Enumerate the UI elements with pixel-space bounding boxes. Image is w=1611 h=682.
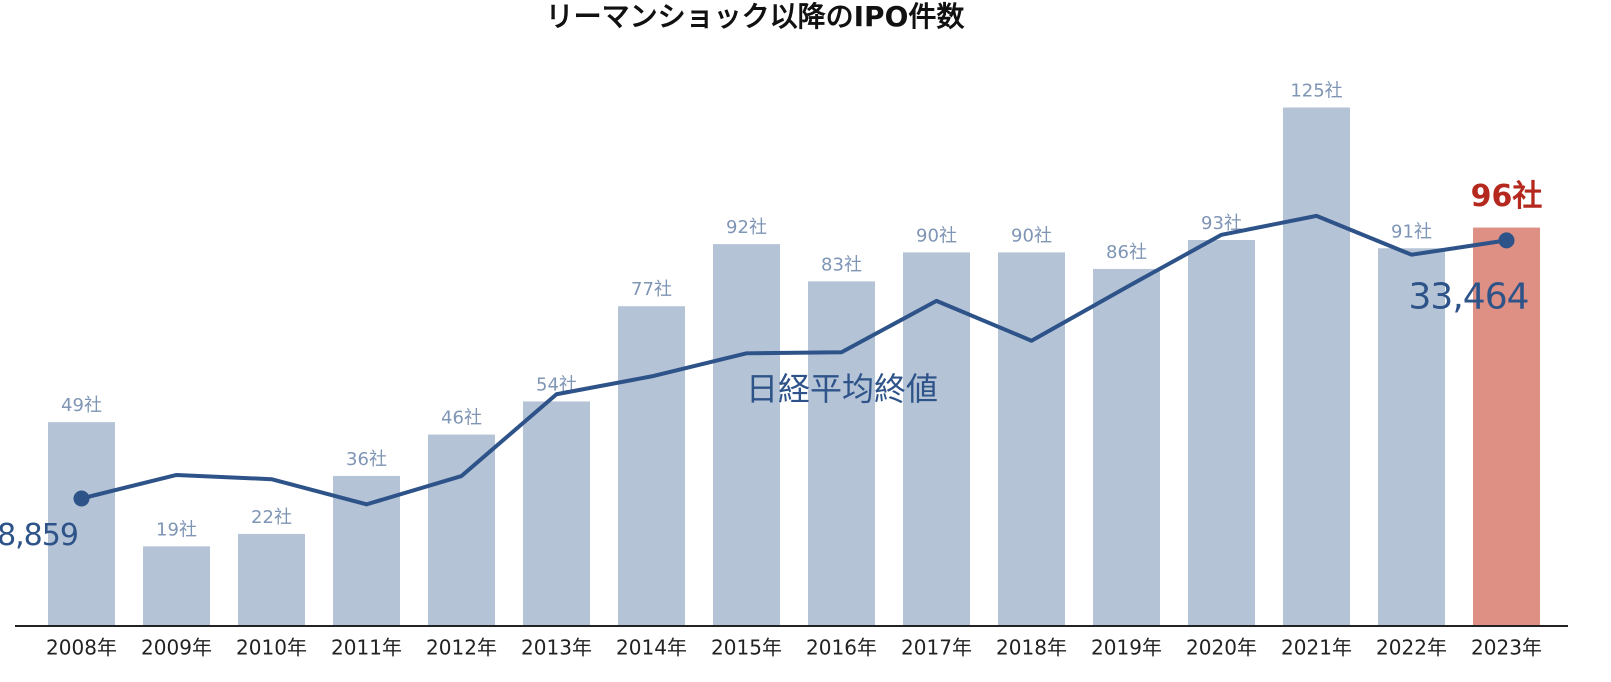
line-value-label: 8,859 xyxy=(0,518,78,553)
x-tick-label: 2017年 xyxy=(901,636,972,660)
bar-value-label: 83社 xyxy=(821,254,862,275)
bar-value-label: 49社 xyxy=(61,395,102,416)
x-tick-label: 2009年 xyxy=(141,636,212,660)
x-tick-label: 2010年 xyxy=(236,636,307,660)
bar xyxy=(48,422,115,625)
x-tick-label: 2011年 xyxy=(331,636,402,660)
bar xyxy=(618,306,685,625)
x-tick-label: 2016年 xyxy=(806,636,877,660)
bar xyxy=(903,252,970,625)
x-tick-label: 2015年 xyxy=(711,636,782,660)
x-tick-label: 2008年 xyxy=(46,636,117,660)
bar-value-label: 90社 xyxy=(1011,225,1052,246)
line xyxy=(81,213,1507,507)
line-marker xyxy=(73,490,90,507)
bar xyxy=(1188,239,1255,626)
bar-value-label: 86社 xyxy=(1106,242,1147,263)
bar-value-label: 125社 xyxy=(1290,81,1342,102)
bar xyxy=(998,252,1065,625)
bar-value-label: 92社 xyxy=(726,217,767,238)
x-tick-label: 2012年 xyxy=(426,636,497,660)
x-tick-label: 2013年 xyxy=(521,636,592,660)
x-tick-label: 2021年 xyxy=(1281,636,1352,660)
bar xyxy=(1093,268,1160,625)
bar xyxy=(428,434,495,625)
x-tick-label: 2019年 xyxy=(1091,636,1162,660)
line-value-label: 33,464 xyxy=(1409,276,1529,317)
bar xyxy=(1283,107,1350,625)
bar xyxy=(238,533,305,625)
bar-value-label: 46社 xyxy=(441,408,482,429)
bar xyxy=(808,281,875,625)
x-tick-label: 2014年 xyxy=(616,636,687,660)
x-tick-label: 2018年 xyxy=(996,636,1067,660)
bar-value-label: 36社 xyxy=(346,449,387,470)
bar-value-label: 19社 xyxy=(156,519,197,540)
bar-value-label: 22社 xyxy=(251,507,292,528)
bar-value-label: 90社 xyxy=(916,225,957,246)
x-tick-label: 2020年 xyxy=(1186,636,1257,660)
series-label: 日経平均終値 xyxy=(746,370,938,408)
bar-value-label: 93社 xyxy=(1201,213,1242,234)
bar xyxy=(1473,227,1540,625)
bar xyxy=(523,401,590,625)
bar xyxy=(333,475,400,625)
bar xyxy=(1378,248,1445,625)
x-tick-label: 2023年 xyxy=(1471,636,1542,660)
line-marker xyxy=(1498,232,1515,249)
chart-title: リーマンショック以降のIPO件数 xyxy=(546,0,966,33)
bar xyxy=(143,546,210,625)
bar-value-label: 96社 xyxy=(1471,179,1543,214)
bar-value-label: 91社 xyxy=(1391,221,1432,242)
x-tick-label: 2022年 xyxy=(1376,636,1447,660)
bar xyxy=(713,244,780,625)
bar-value-label: 54社 xyxy=(536,374,577,395)
bar-value-label: 77社 xyxy=(631,279,672,300)
